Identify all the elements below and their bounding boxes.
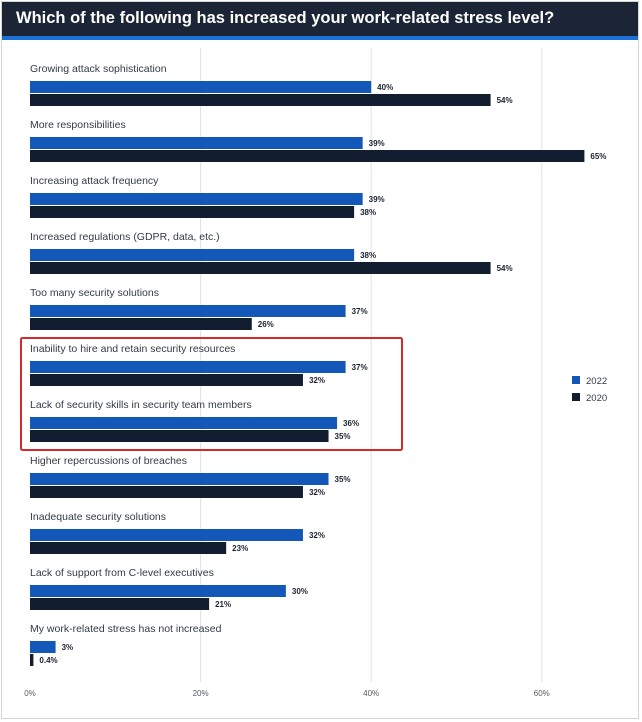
bar-2020 <box>30 206 355 218</box>
category-label: Lack of security skills in security team… <box>30 399 252 411</box>
x-tick-label: 40% <box>363 689 379 698</box>
bar-2020 <box>30 430 329 442</box>
bar-2020 <box>30 486 303 498</box>
legend-label-2022: 2022 <box>586 376 607 387</box>
bar-2020 <box>30 374 303 386</box>
data-label-2020: 38% <box>360 208 376 217</box>
bar-2022 <box>30 193 363 205</box>
chart-title: Which of the following has increased you… <box>16 9 555 27</box>
x-tick-label: 60% <box>534 689 550 698</box>
data-label-2022: 38% <box>360 251 376 260</box>
bar-2020 <box>30 542 227 554</box>
category-label: My work-related stress has not increased <box>30 623 222 635</box>
bar-2020 <box>30 598 210 610</box>
data-label-2020: 54% <box>497 96 513 105</box>
bar-2020 <box>30 262 491 274</box>
bar-2022 <box>30 473 329 485</box>
category-label: Higher repercussions of breaches <box>30 455 187 467</box>
category-label: Lack of support from C-level executives <box>30 567 214 579</box>
data-label-2022: 37% <box>352 363 368 372</box>
bar-2020 <box>30 94 491 106</box>
data-label-2022: 30% <box>292 587 308 596</box>
data-label-2022: 39% <box>369 139 385 148</box>
data-label-2020: 23% <box>232 544 248 553</box>
bar-2022 <box>30 81 372 93</box>
data-label-2022: 35% <box>335 475 351 484</box>
x-tick-label: 0% <box>24 689 36 698</box>
bar-2022 <box>30 305 346 317</box>
category-label: Inadequate security solutions <box>30 511 166 523</box>
data-label-2022: 32% <box>309 531 325 540</box>
data-label-2020: 54% <box>497 264 513 273</box>
data-label-2022: 37% <box>352 307 368 316</box>
bar-2022 <box>30 641 56 653</box>
header-accent-line <box>2 36 638 40</box>
data-label-2020: 35% <box>335 432 351 441</box>
data-label-2020: 0.4% <box>39 656 57 665</box>
category-label: More responsibilities <box>30 119 126 131</box>
bar-2022 <box>30 417 338 429</box>
bar-2020 <box>30 150 585 162</box>
data-label-2020: 21% <box>215 600 231 609</box>
category-label: Inability to hire and retain security re… <box>30 343 235 355</box>
bar-2022 <box>30 585 286 597</box>
category-label: Increased regulations (GDPR, data, etc.) <box>30 231 220 243</box>
bar-2020 <box>30 318 252 330</box>
data-label-2020: 26% <box>258 320 274 329</box>
category-label: Too many security solutions <box>30 287 159 299</box>
bar-2022 <box>30 361 346 373</box>
category-label: Increasing attack frequency <box>30 175 159 187</box>
legend-swatch-2020 <box>572 393 580 401</box>
data-label-2020: 32% <box>309 376 325 385</box>
data-label-2020: 32% <box>309 488 325 497</box>
data-label-2022: 3% <box>62 643 74 652</box>
data-label-2022: 36% <box>343 419 359 428</box>
highlight-box <box>20 337 403 451</box>
data-label-2022: 39% <box>369 195 385 204</box>
data-label-2020: 65% <box>590 152 606 161</box>
bar-2020 <box>30 654 34 666</box>
bar-2022 <box>30 249 355 261</box>
header-bar: Which of the following has increased you… <box>2 2 638 36</box>
category-label: Growing attack sophistication <box>30 63 167 75</box>
bar-2022 <box>30 529 303 541</box>
legend-label-2020: 2020 <box>586 393 607 404</box>
x-tick-label: 20% <box>193 689 209 698</box>
legend-swatch-2022 <box>572 376 580 384</box>
data-label-2022: 40% <box>377 83 393 92</box>
bar-2022 <box>30 137 363 149</box>
